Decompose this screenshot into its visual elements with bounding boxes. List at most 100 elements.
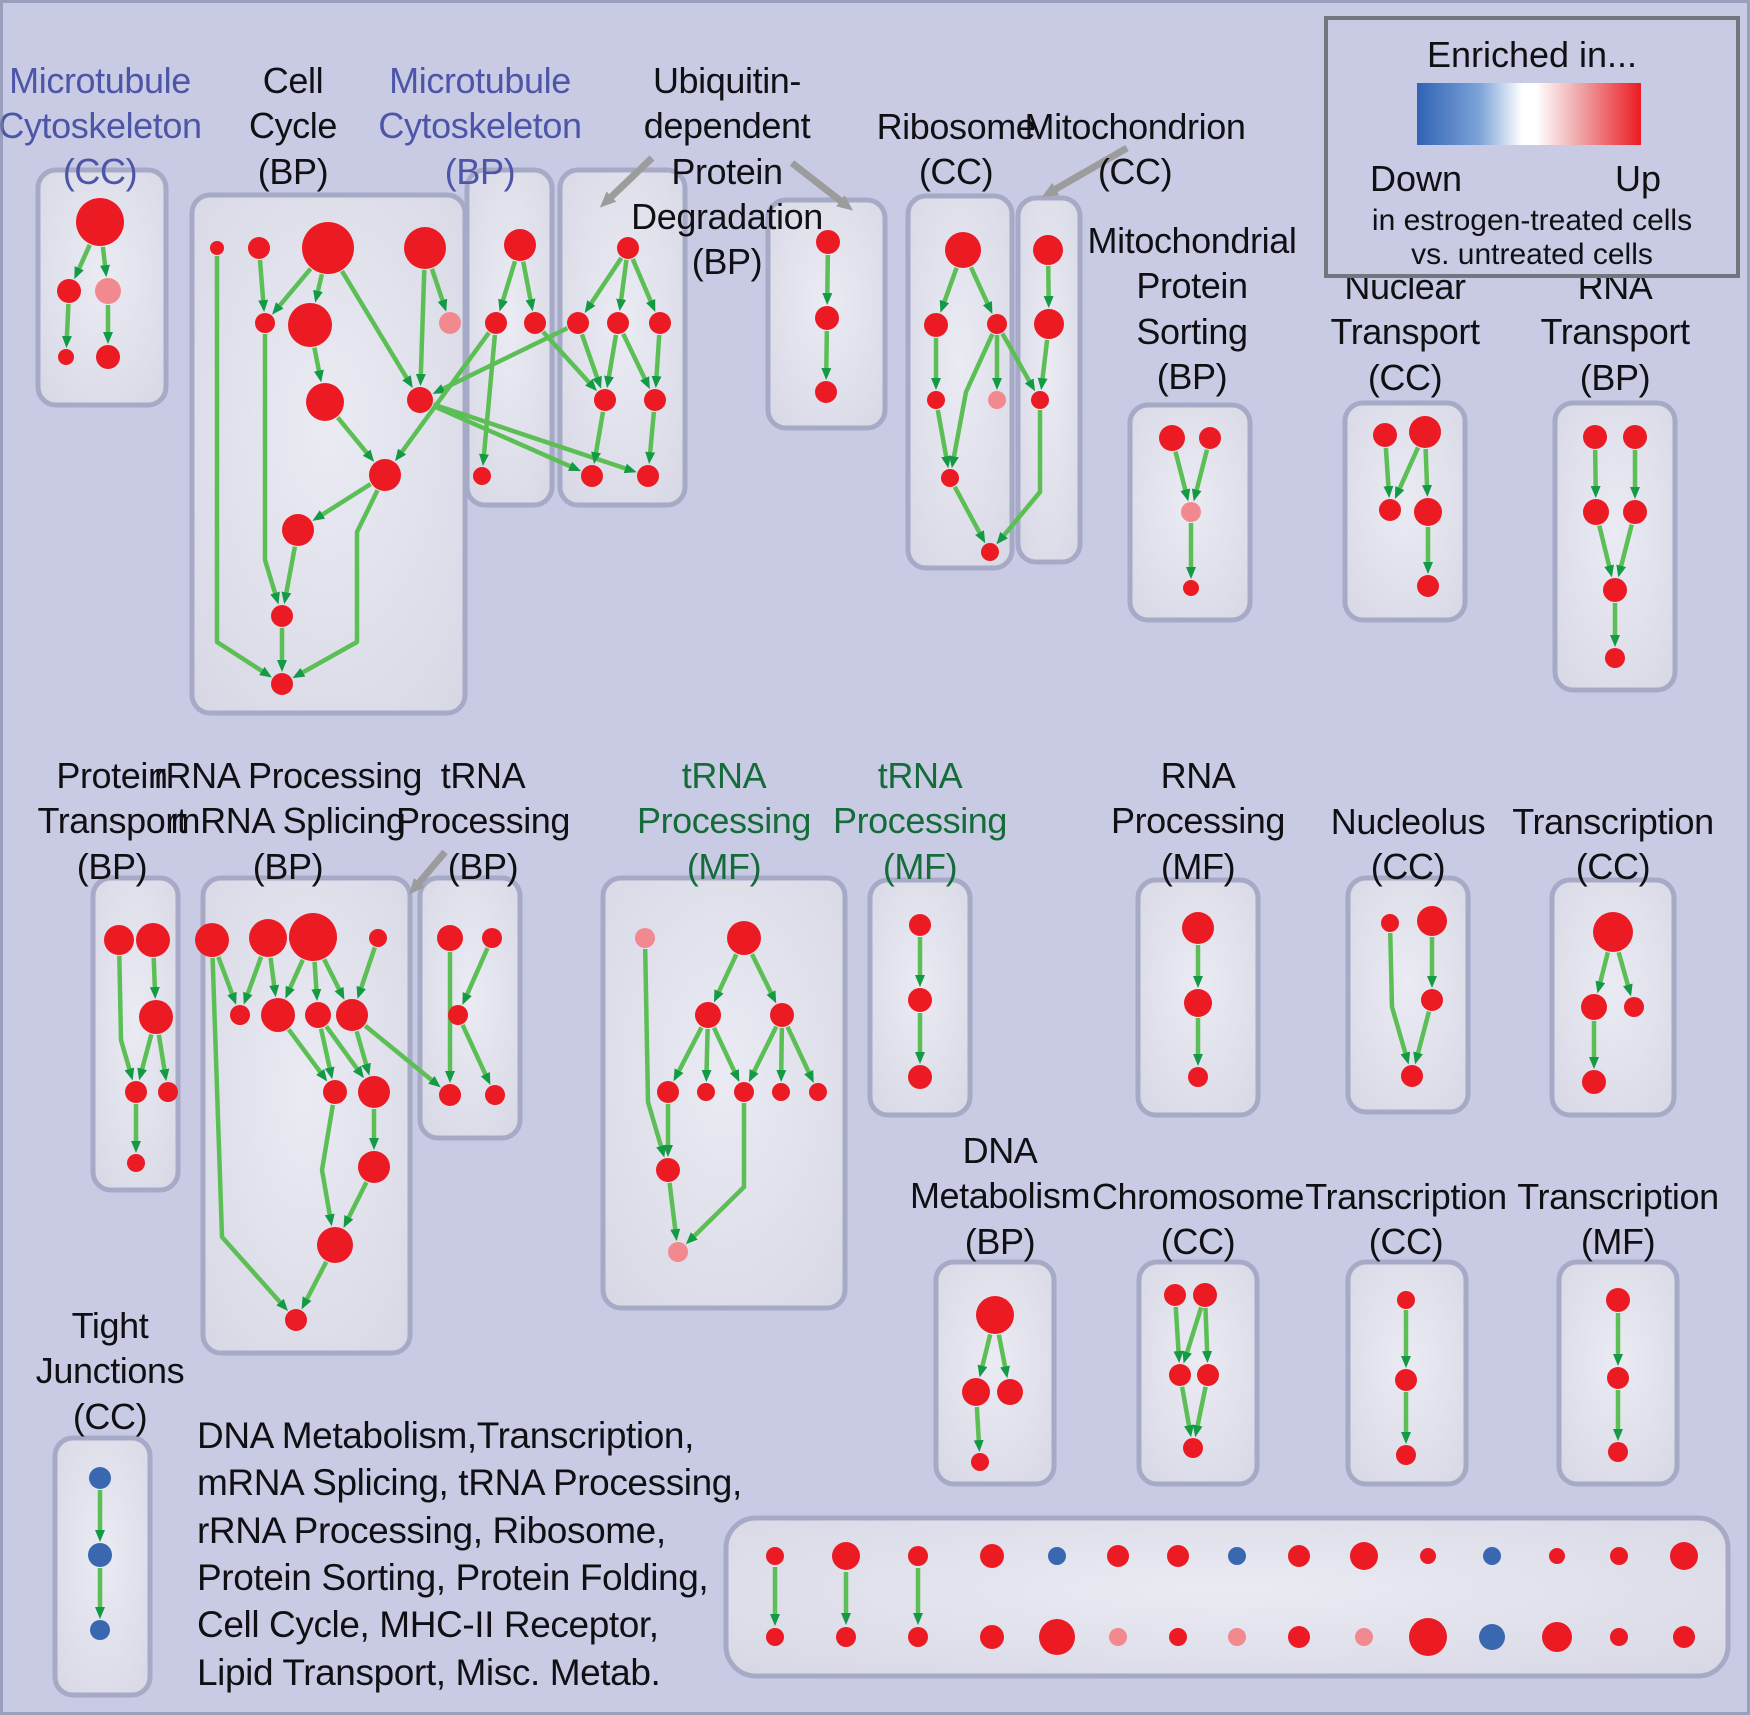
go-term-node [1183,1438,1203,1458]
go-term-node [988,391,1006,409]
edge-arrow [776,1027,787,1083]
go-term-node [288,303,332,347]
edge-arrow [340,269,413,389]
go-term-node [230,1005,250,1025]
legend-title: Enriched in... [1426,34,1638,75]
expression-dot [1167,1545,1189,1567]
edge-arrow [1387,932,1411,1065]
edge-arrow [621,332,650,390]
edge-arrow [935,409,952,469]
go-term-node [261,998,295,1032]
go-term-node [248,237,270,259]
edge-arrow [1597,525,1614,578]
edge-arrow [1383,447,1394,499]
cluster-box-trna-processing-bp [417,875,523,1141]
go-term-node [927,391,945,409]
edge-arrow [584,256,624,314]
go-term-node [302,222,354,274]
go-term-node [210,241,224,255]
edge-arrow [1202,1307,1213,1364]
go-term-node [136,923,170,957]
edge-arrow [701,1028,712,1083]
expression-dot [1670,1542,1698,1570]
edge-arrow [821,330,832,381]
edge-arrow [415,269,427,387]
go-term-node [58,349,74,365]
go-term-node [504,229,536,261]
cluster-box-protein-transport-bp [90,875,181,1193]
go-term-node [924,313,948,337]
go-term-node [336,999,368,1031]
edge-arrow [74,243,92,280]
edge-arrow [579,333,602,389]
edge-arrow [651,334,662,389]
edge-arrow [312,347,324,383]
edge-arrow [667,1182,681,1242]
legend: Enriched in... Down Up in estrogen-treat… [1324,16,1740,278]
go-term-node [271,605,293,627]
go-term-node [95,278,121,304]
edge-arrow [748,1025,779,1083]
go-term-node [607,312,629,334]
edge-arrow [324,1024,365,1079]
edge-arrow [1616,524,1634,578]
go-term-node [104,925,134,955]
go-term-node [987,314,1007,334]
go-term-node [1182,912,1214,944]
go-term-node [1031,391,1049,409]
edge-arrow [541,330,597,392]
go-term-node [195,923,229,957]
go-term-node [127,1154,145,1172]
legend-up-label: Up [1614,158,1662,199]
legend-caption-line1: in estrogen-treated cells [1371,204,1693,237]
edge-arrow [286,1028,328,1082]
annotation-arrow-mitochondrion-label-to-box [1041,144,1129,197]
go-term-node [1033,235,1063,265]
go-term-node [139,1000,173,1034]
edge-arrow [460,1024,491,1086]
edge-arrow [156,1034,170,1082]
edge-arrow [968,266,993,315]
go-term-node [249,919,287,957]
expression-dot [1350,1542,1378,1570]
cluster-box-ribosome-cc [905,193,1015,571]
edge-arrow [149,957,160,1000]
expression-dot [1228,1628,1246,1646]
expression-dot [1483,1547,1501,1565]
go-term-node [1421,989,1443,1011]
expression-dot [1039,1619,1075,1655]
expression-dot [1542,1622,1572,1652]
go-term-node [1582,1070,1606,1094]
go-term-node [635,928,655,948]
go-term-node [657,1081,679,1103]
edge-arrow [335,416,375,462]
go-term-node [1188,1067,1208,1087]
edge-arrow [1173,1306,1184,1364]
edge-arrow [137,1033,154,1081]
go-term-node [1183,580,1199,596]
edge-arrow [363,1024,441,1088]
edge-arrow [977,1333,993,1378]
go-term-node [1169,1364,1191,1386]
expression-dot [1409,1618,1447,1656]
cluster-box-mitochondrion-cc [1015,195,1083,565]
edge-arrow [1421,448,1432,498]
go-term-node [485,312,507,334]
go-term-node [1395,1369,1417,1391]
edge-arrow [313,273,325,303]
edge-arrow [749,953,777,1004]
expression-dot [1048,1547,1066,1565]
go-term-node [962,1378,990,1406]
go-term-node [941,469,959,487]
expression-dot [1288,1626,1310,1648]
edge-arrow [498,260,518,312]
go-term-node [76,198,124,246]
go-term-node [439,312,461,334]
go-term-node [125,1081,147,1103]
edge-arrow [319,1104,336,1227]
edge-arrow [100,246,110,278]
edge-arrow [713,953,739,1003]
edge-arrow [949,333,995,469]
go-term-node [1197,1364,1219,1386]
